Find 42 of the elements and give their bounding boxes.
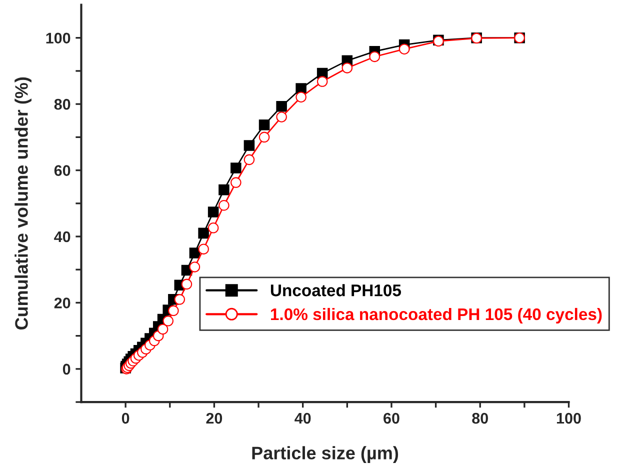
point: [369, 51, 380, 62]
point: [189, 248, 200, 258]
x-tick-label: 20: [206, 412, 222, 424]
point: [230, 162, 242, 174]
point: [244, 140, 255, 151]
y-tick-label: 40: [54, 231, 70, 242]
point: [208, 206, 219, 218]
point: [208, 222, 219, 234]
point: [276, 112, 287, 122]
point: [218, 184, 230, 196]
point: [168, 305, 179, 316]
y-tick-label: 100: [46, 32, 70, 44]
x-axis-title: Particle size (µm): [252, 446, 398, 463]
point: [198, 244, 209, 254]
point: [189, 262, 200, 272]
point: [258, 120, 270, 130]
point: [276, 100, 287, 112]
point: [198, 228, 209, 239]
point: [218, 200, 230, 211]
x-tick-label: 100: [556, 412, 581, 424]
legend-label: Uncoated PH105: [270, 284, 402, 296]
legend-label: 1.0% silica nanocoated PH 105 (40 cycles): [271, 308, 602, 324]
point: [181, 278, 192, 290]
point: [316, 76, 328, 87]
y-tick-label: 80: [54, 98, 70, 110]
point: [398, 44, 410, 54]
y-tick-label: 20: [54, 298, 70, 308]
point: [162, 316, 174, 326]
point: [258, 132, 270, 143]
x-tick-label: 80: [472, 412, 488, 424]
y-axis-title: Cumulative volume under (%): [14, 77, 32, 330]
point: [342, 62, 353, 74]
y-tick-label: 0: [62, 364, 70, 375]
y-tick-label: 60: [54, 165, 70, 176]
point: [230, 177, 242, 188]
x-tick-label: 40: [294, 412, 311, 424]
point: [244, 154, 255, 166]
point: [157, 324, 168, 335]
point: [174, 294, 186, 305]
x-tick-label: 0: [122, 412, 130, 424]
x-tick-label: 60: [384, 412, 400, 424]
point: [296, 92, 306, 102]
